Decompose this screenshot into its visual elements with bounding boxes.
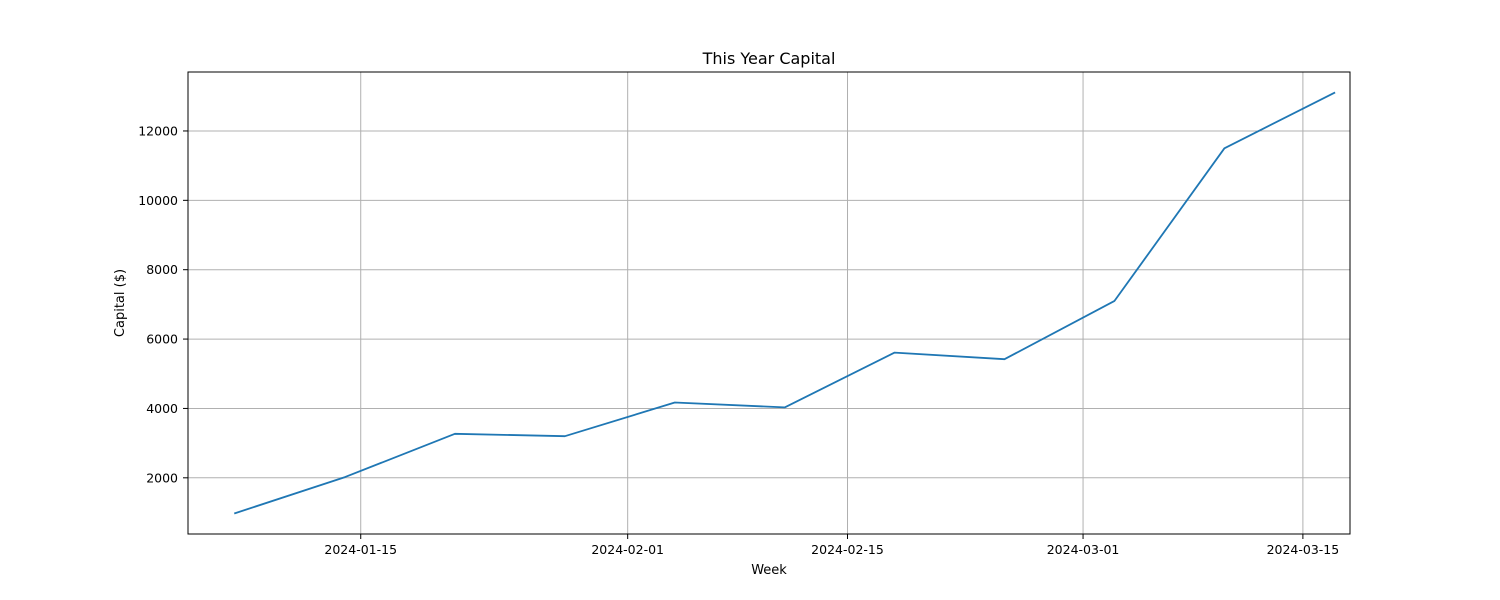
plot-frame [187, 71, 1351, 535]
grid-lines [188, 72, 1350, 534]
x-tick-label: 2024-01-15 [324, 542, 397, 557]
y-axis-ticks: 2000 4000 6000 8000 10000 12000 [138, 123, 188, 485]
y-tick-label: 8000 [146, 262, 178, 277]
x-tick-label: 2024-02-15 [811, 542, 884, 557]
x-tick-label: 2024-02-01 [591, 542, 664, 557]
chart-title: This Year Capital [702, 49, 836, 68]
series-layer [233, 91, 1336, 515]
y-tick-label: 6000 [146, 332, 178, 347]
x-tick-label: 2024-03-01 [1047, 542, 1120, 557]
capital-series-line [233, 91, 1336, 515]
y-tick-label: 12000 [138, 123, 178, 138]
y-tick-label: 4000 [146, 401, 178, 416]
y-tick-label: 10000 [138, 193, 178, 208]
x-axis-ticks: 2024-01-15 2024-02-01 2024-02-15 2024-03-01… [324, 534, 1339, 557]
y-axis-label: Capital ($) [113, 269, 128, 337]
y-tick-label: 2000 [146, 470, 178, 485]
x-tick-label: 2024-03-15 [1267, 542, 1340, 557]
x-axis-label: Week [751, 563, 787, 578]
